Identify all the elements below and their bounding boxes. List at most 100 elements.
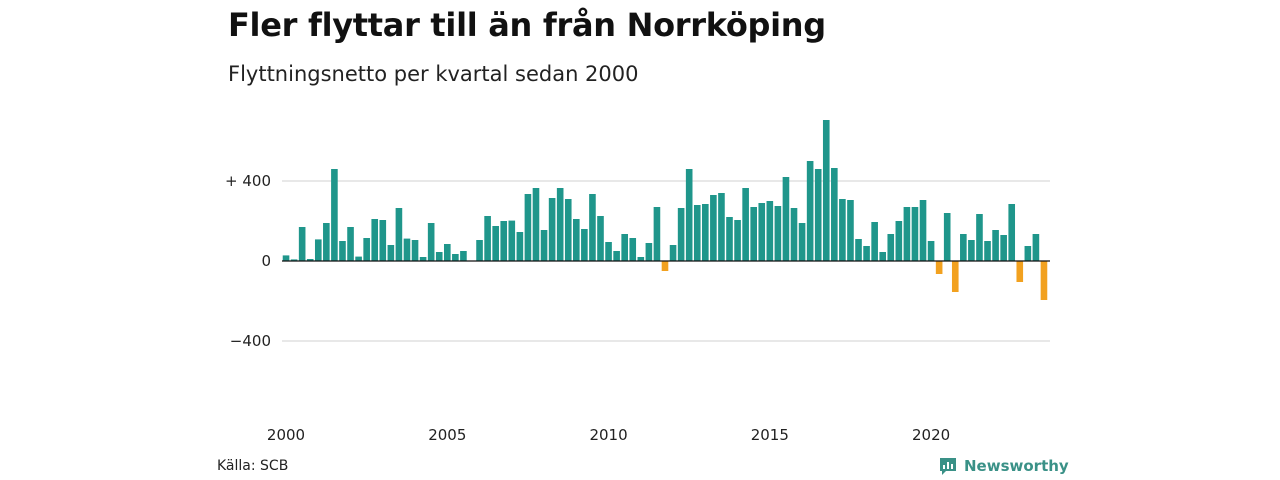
y-tick-label: 0 bbox=[261, 252, 271, 270]
grid-lines bbox=[282, 180, 1050, 342]
bar bbox=[774, 206, 782, 261]
bar bbox=[613, 251, 620, 261]
bar bbox=[476, 240, 483, 261]
bar bbox=[984, 241, 991, 261]
bar bbox=[992, 230, 999, 261]
bar bbox=[702, 204, 709, 261]
x-tick-label: 2015 bbox=[751, 426, 789, 444]
bar bbox=[621, 234, 628, 261]
bar bbox=[581, 229, 588, 261]
bar bbox=[589, 194, 596, 261]
bar bbox=[564, 199, 572, 261]
bar bbox=[597, 216, 604, 261]
bar bbox=[395, 208, 403, 261]
bar bbox=[935, 261, 943, 274]
bar bbox=[968, 240, 975, 261]
bar bbox=[443, 244, 451, 261]
bar bbox=[677, 208, 685, 261]
chart-subtitle: Flyttningsnetto per kvartal sedan 2000 bbox=[228, 62, 639, 86]
bar bbox=[419, 257, 427, 261]
brand-name: Newsworthy bbox=[964, 457, 1069, 475]
bar bbox=[605, 242, 612, 261]
bar bbox=[355, 256, 362, 261]
source-note: Källa: SCB bbox=[217, 458, 289, 474]
bar bbox=[814, 169, 822, 261]
bar bbox=[927, 241, 935, 261]
bar bbox=[879, 252, 887, 261]
x-tick-label: 2020 bbox=[912, 426, 950, 444]
bar bbox=[492, 226, 499, 261]
bar bbox=[669, 245, 677, 261]
x-tick-label: 2010 bbox=[589, 426, 627, 444]
bar bbox=[484, 216, 491, 261]
bar bbox=[371, 219, 379, 261]
bar bbox=[306, 259, 314, 261]
bar bbox=[661, 261, 669, 271]
bar bbox=[548, 198, 556, 261]
bar bbox=[1000, 235, 1007, 261]
bar bbox=[822, 120, 830, 261]
bar bbox=[500, 221, 508, 261]
bar bbox=[460, 251, 467, 261]
bar bbox=[806, 161, 814, 261]
y-tick-label: + 400 bbox=[225, 172, 271, 190]
bar bbox=[435, 252, 443, 261]
newsworthy-logo-icon bbox=[940, 458, 956, 475]
bar bbox=[887, 234, 895, 261]
bar bbox=[685, 169, 693, 261]
bar bbox=[1016, 261, 1024, 282]
bar bbox=[855, 239, 862, 261]
bar bbox=[726, 217, 733, 261]
bar bbox=[323, 223, 330, 261]
bar bbox=[508, 220, 516, 261]
bar bbox=[540, 230, 548, 261]
bar bbox=[427, 223, 435, 261]
bar bbox=[750, 207, 757, 261]
bar bbox=[379, 220, 387, 261]
bar bbox=[452, 254, 459, 261]
bar bbox=[1032, 234, 1040, 261]
y-axis-ticks: + 400 0 −400 bbox=[225, 172, 271, 350]
bar bbox=[831, 168, 838, 261]
bar bbox=[516, 232, 524, 261]
bar bbox=[403, 238, 411, 261]
bar bbox=[847, 200, 854, 261]
bar bbox=[645, 243, 653, 261]
bar bbox=[863, 246, 870, 261]
bar bbox=[976, 214, 983, 261]
y-tick-label: −400 bbox=[230, 332, 271, 350]
bar bbox=[573, 219, 580, 261]
bar bbox=[839, 199, 846, 261]
bar bbox=[532, 188, 540, 261]
bar bbox=[798, 223, 806, 261]
bar bbox=[331, 169, 338, 261]
bar bbox=[960, 234, 967, 261]
bar bbox=[282, 255, 290, 261]
bars bbox=[282, 120, 1048, 300]
bar bbox=[903, 207, 911, 261]
brand-logo: Newsworthy bbox=[938, 456, 1069, 476]
bar bbox=[742, 188, 749, 261]
bar bbox=[911, 207, 919, 261]
bar bbox=[411, 240, 419, 261]
bar bbox=[782, 177, 790, 261]
bar bbox=[919, 200, 927, 261]
bar bbox=[693, 205, 701, 261]
bar bbox=[951, 261, 959, 292]
x-tick-label: 2005 bbox=[428, 426, 466, 444]
bar bbox=[653, 207, 661, 261]
x-tick-label: 2000 bbox=[267, 426, 305, 444]
bar bbox=[314, 239, 322, 261]
bar bbox=[629, 238, 637, 261]
bar-chart: + 400 0 −400 2000 2005 2010 2015 2020 bbox=[225, 120, 1050, 444]
bar bbox=[766, 201, 774, 261]
bar bbox=[298, 227, 306, 261]
bar bbox=[637, 257, 645, 261]
bar bbox=[718, 193, 725, 261]
x-axis-ticks: 2000 2005 2010 2015 2020 bbox=[267, 426, 950, 444]
chart-title: Fler flyttar till än från Norrköping bbox=[228, 6, 826, 44]
bar bbox=[556, 188, 564, 261]
bar bbox=[895, 221, 903, 261]
bar bbox=[871, 222, 878, 261]
bar bbox=[1024, 246, 1032, 261]
